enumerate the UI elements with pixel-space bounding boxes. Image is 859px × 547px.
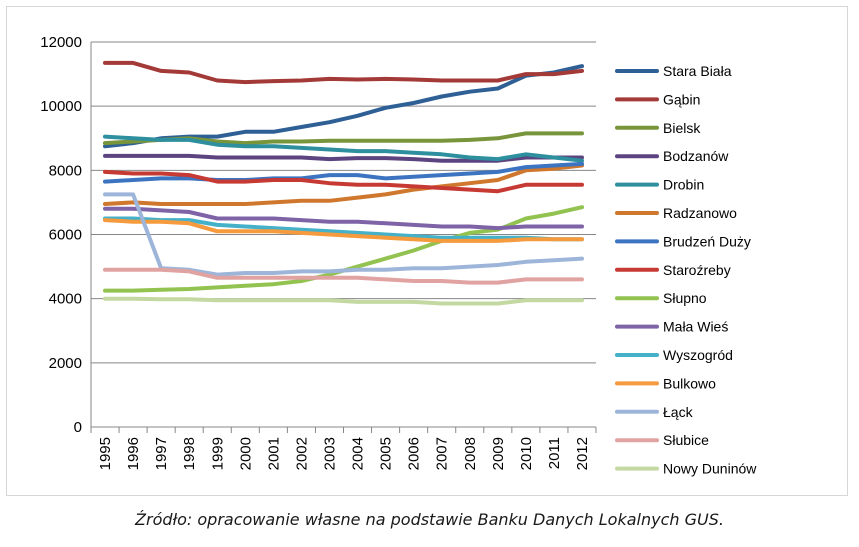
legend-label: Bodzanów bbox=[663, 148, 729, 164]
x-tick-label: 2012 bbox=[574, 437, 591, 470]
series-lines bbox=[103, 60, 584, 306]
legend-label: Bulkowo bbox=[663, 375, 716, 391]
series-line-wyszogr-d bbox=[103, 216, 584, 242]
x-tick-label: 1997 bbox=[153, 437, 170, 470]
x-tick-label: 2006 bbox=[406, 437, 423, 470]
legend-item: Bodzanów bbox=[615, 148, 729, 164]
series-line-ma-a-wie- bbox=[103, 206, 584, 231]
legend-item: Wyszogród bbox=[615, 347, 733, 363]
legend-item: Staroźreby bbox=[615, 262, 731, 278]
legend-label: Wyszogród bbox=[663, 347, 733, 363]
x-tick-label: 2005 bbox=[378, 437, 395, 470]
axes: 0 2000 4000 6000 8000 10000 12000 1995 1996 1997 1… bbox=[40, 34, 597, 470]
legend-item: Radzanowo bbox=[615, 205, 737, 221]
series-line-g-bin bbox=[103, 60, 584, 85]
legend-item: Gąbin bbox=[615, 91, 700, 107]
y-tick-label: 12000 bbox=[40, 34, 82, 51]
series-line-bulkowo bbox=[103, 218, 584, 243]
legend-label: Słubice bbox=[663, 432, 709, 448]
legend-item: Brudzeń Duży bbox=[615, 233, 751, 249]
y-tick-label: 2000 bbox=[49, 355, 82, 372]
x-tick-label: 2004 bbox=[350, 437, 367, 470]
x-tick-label: 1995 bbox=[97, 437, 114, 470]
source-caption: Źródło: opracowanie własne na podstawie … bbox=[135, 510, 724, 529]
chart-frame bbox=[6, 6, 848, 496]
legend-item: Stara Biała bbox=[615, 63, 732, 79]
series-line-radzanowo bbox=[103, 163, 584, 206]
legend-label: Staroźreby bbox=[663, 262, 731, 278]
legend: Stara Biała Gąbin Bielsk Bodzanów Drobin Radz… bbox=[615, 63, 757, 477]
x-tick-label: 2000 bbox=[237, 437, 254, 470]
legend-label: Bielsk bbox=[663, 120, 701, 136]
y-tick-label: 8000 bbox=[49, 162, 82, 179]
legend-item: Nowy Duninów bbox=[615, 461, 757, 477]
x-tick-label: 2010 bbox=[518, 437, 535, 470]
x-tick-label: 2003 bbox=[321, 437, 338, 470]
legend-item: Bulkowo bbox=[615, 375, 716, 391]
x-tick-label: 2008 bbox=[462, 437, 479, 470]
x-tick-label: 1996 bbox=[125, 437, 142, 470]
legend-label: Gąbin bbox=[663, 91, 700, 107]
x-tick-label: 2002 bbox=[293, 437, 310, 470]
legend-label: Słupno bbox=[663, 290, 707, 306]
x-tick-label: 2011 bbox=[546, 437, 563, 469]
line-chart: 0 2000 4000 6000 8000 10000 12000 1995 1996 1997 1… bbox=[40, 34, 757, 477]
legend-label: Łąck bbox=[663, 404, 694, 420]
y-tick-label: 0 bbox=[74, 419, 82, 436]
legend-item: Bielsk bbox=[615, 120, 701, 136]
x-tick-label: 2001 bbox=[265, 437, 282, 470]
x-tick-label: 2009 bbox=[490, 437, 507, 470]
x-tick-label: 1998 bbox=[181, 437, 198, 470]
y-tick-label: 4000 bbox=[49, 291, 82, 308]
x-tick-label: 2007 bbox=[434, 437, 451, 470]
series-line-drobin bbox=[103, 134, 584, 163]
legend-item: Słubice bbox=[615, 432, 709, 448]
legend-label: Nowy Duninów bbox=[663, 461, 757, 477]
series-line-brudze-du-y bbox=[103, 161, 584, 184]
y-tick-label: 10000 bbox=[40, 98, 82, 115]
legend-label: Brudzeń Duży bbox=[663, 233, 751, 249]
y-tick-label: 6000 bbox=[49, 227, 82, 244]
legend-item: Mała Wieś bbox=[615, 319, 728, 335]
series-line-nowy-dunin-w bbox=[103, 296, 584, 306]
legend-label: Stara Biała bbox=[663, 63, 732, 79]
legend-item: Drobin bbox=[615, 177, 704, 193]
series-line-s-ubice bbox=[103, 267, 584, 285]
legend-label: Drobin bbox=[663, 177, 704, 193]
legend-item: Słupno bbox=[615, 290, 707, 306]
series-line-staro-reby bbox=[103, 169, 584, 194]
legend-label: Mała Wieś bbox=[663, 319, 728, 335]
legend-item: Łąck bbox=[615, 404, 694, 420]
legend-label: Radzanowo bbox=[663, 205, 737, 221]
x-tick-label: 1999 bbox=[209, 437, 226, 470]
